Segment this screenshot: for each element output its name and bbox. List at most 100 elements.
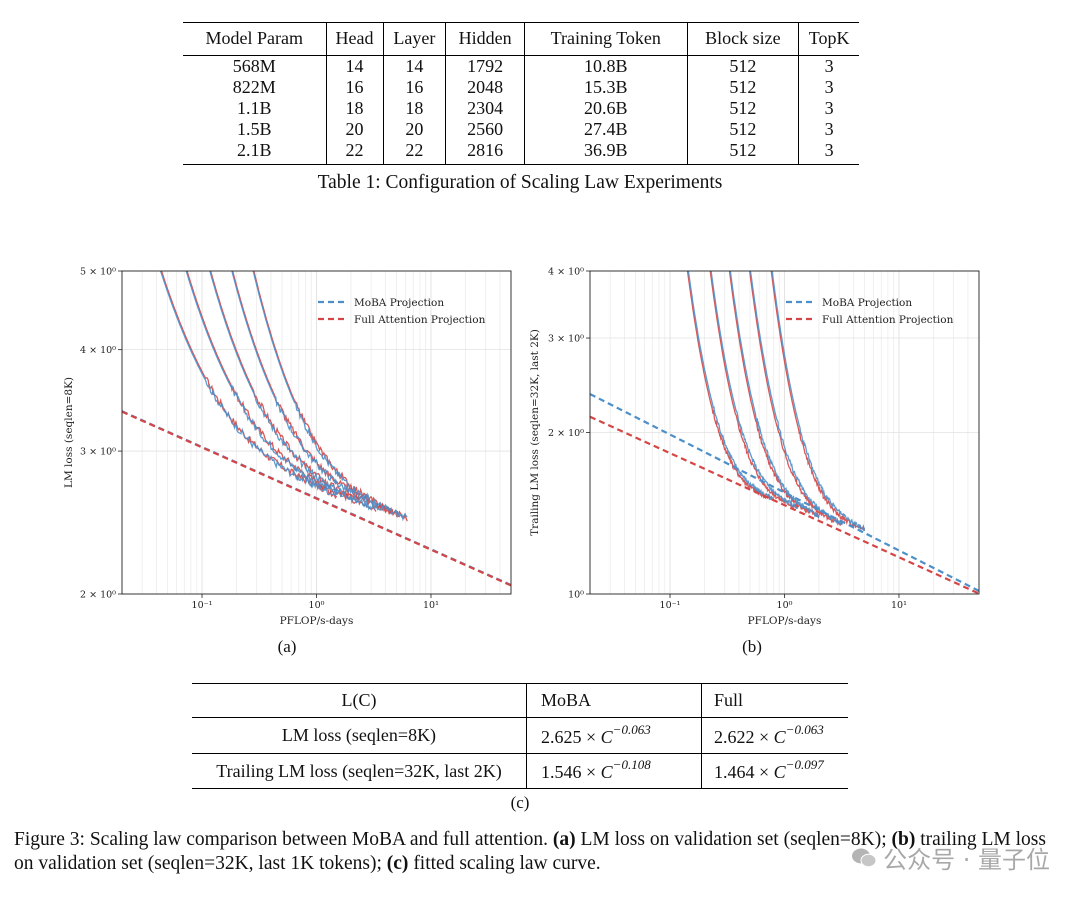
table-cell: 16 — [382, 77, 446, 98]
legend-label: Full Attention Projection — [822, 314, 954, 326]
x-gridlines — [121, 271, 512, 594]
training-curve-full-1.5B — [749, 271, 843, 526]
table-row: 1.5B 20 20 2560 27.4B 512 3 — [183, 119, 859, 140]
table-cell: 2560 — [445, 119, 525, 140]
col-header-lc: L(C) — [192, 683, 527, 718]
table-cell: 16 — [325, 77, 383, 98]
col-header: Hidden — [445, 22, 525, 56]
compute-variable: C — [773, 762, 786, 782]
moba-fit: 2.625 × C−0.063 — [526, 717, 702, 754]
exponent: −0.063 — [612, 721, 651, 737]
x-tick-label: 10⁻¹ — [660, 600, 681, 611]
times-symbol: × — [759, 726, 770, 747]
col-header: Training Token — [524, 22, 688, 56]
x-axis-label: PFLOP/s-days — [748, 615, 822, 627]
panel-label-a: (a) — [277, 637, 297, 656]
table-cell: 14 — [325, 55, 383, 77]
caption-a-mark: (a) — [552, 829, 576, 850]
x-tick-label: 10¹ — [423, 600, 439, 611]
coefficient: 2.625 — [541, 726, 582, 747]
caption-b-mark: (b) — [891, 829, 916, 850]
watermark-text: 公众号 · 量子位 — [883, 846, 1050, 874]
table-cell: 512 — [686, 140, 799, 165]
table-cell: 3 — [798, 55, 859, 77]
training-curve-moba-568M — [159, 271, 338, 498]
table-cell: 822M — [232, 77, 276, 97]
times-symbol: × — [586, 762, 597, 782]
chart-b: 10⁻¹ 10⁰ 10¹ 10⁰ 2 × 10⁰ 3 × 10⁰ 4 × 10⁰ PFLOP/… — [529, 267, 980, 627]
x-tick-label: 10⁰ — [777, 600, 793, 611]
table-cell: 2048 — [445, 77, 525, 98]
table-cell: 3 — [798, 119, 859, 140]
exponent: −0.097 — [785, 757, 824, 772]
compute-variable: C — [600, 762, 613, 782]
table-1-body: 568M 14 14 1792 10.8B 512 3 822M 16 16 2048 15.3B 51… — [183, 55, 859, 165]
moba-fit: 1.546 × C−0.108 — [526, 753, 702, 789]
table-cell: 2.1B — [183, 140, 327, 165]
panel-label-b: (b) — [742, 637, 762, 656]
x-tick-label: 10⁰ — [309, 600, 325, 611]
table-cell: 1792 — [445, 55, 525, 77]
y-tick-label: 4 × 10⁰ — [548, 267, 584, 278]
table-1-header-row: Model Param Head Layer Hidden Training T… — [183, 22, 859, 56]
table-row: 2.1B 22 22 2816 36.9B 512 3 — [183, 140, 859, 165]
coefficient: 1.464 — [714, 762, 755, 782]
full-attention-projection-line — [122, 410, 511, 587]
projection-lines — [590, 393, 979, 594]
table-cell: 512 — [686, 119, 799, 140]
row-label: Trailing LM loss (seqlen=32K, last 2K) — [192, 753, 527, 789]
legend-label: MoBA Projection — [822, 297, 912, 309]
y-tick-label: 2 × 10⁰ — [80, 590, 116, 601]
table-cell: 512 — [686, 55, 799, 77]
table-cell: 20 — [382, 119, 446, 140]
col-header: TopK — [798, 22, 859, 56]
table-1-caption: Table 1: Configuration of Scaling Law Ex… — [317, 172, 723, 193]
table-cell: 2304 — [445, 98, 525, 119]
caption-a-text: LM loss on validation set (seqlen=8K); — [575, 829, 892, 850]
legend-label: Full Attention Projection — [354, 314, 486, 326]
caption-c-mark: (c) — [386, 853, 409, 874]
table-cell: 27.4B — [524, 119, 688, 140]
full-fit: 2.622 × C−0.063 — [701, 717, 848, 754]
training-curve-moba-2.1B — [771, 271, 866, 531]
chart-a: 10⁻¹ 10⁰ 10¹ 2 × 10⁰ 3 × 10⁰ 4 × 10⁰ 5 × 10⁰ PF… — [63, 267, 512, 627]
times-symbol: × — [759, 762, 770, 782]
compute-variable: C — [773, 726, 786, 747]
projection-lines — [122, 410, 511, 587]
training-curve-moba-1.1B — [729, 271, 820, 519]
full-fit: 1.464 × C−0.097 — [701, 753, 848, 789]
table-1: Model Param Head Layer Hidden Training T… — [183, 22, 859, 165]
table-cell: 22 — [325, 140, 383, 165]
y-tick-label: 3 × 10⁰ — [80, 447, 116, 458]
panel-label-c: (c) — [510, 793, 530, 812]
col-header: Head — [325, 22, 383, 56]
exponent: −0.108 — [612, 757, 651, 772]
table-cell: 3 — [798, 140, 859, 165]
full-attention-projection-line — [590, 415, 979, 594]
table-cell: 20.6B — [524, 98, 688, 119]
x-tick-label: 10⁻¹ — [192, 600, 213, 611]
table-row: 568M 14 14 1792 10.8B 512 3 — [183, 55, 859, 77]
scaling-law-table: L(C) MoBA Full LM loss (seqlen=8K) 2.625… — [192, 683, 848, 789]
training-curve-moba-822M — [710, 271, 799, 510]
table-cell: 15.3B — [524, 77, 688, 98]
row-label: LM loss (seqlen=8K) — [192, 717, 527, 754]
table-cell: 10.8B — [524, 55, 688, 77]
training-curve-full-822M — [709, 271, 799, 509]
table-cell: 18 — [325, 98, 383, 119]
y-tick-label: 5 × 10⁰ — [80, 267, 116, 278]
times-symbol: × — [586, 726, 597, 747]
legend: MoBA Projection Full Attention Projection — [318, 297, 486, 326]
training-curve-moba-1.1B — [209, 271, 377, 512]
y-tick-label: 10⁰ — [568, 590, 584, 601]
compute-variable: C — [600, 726, 613, 747]
caption-b-text: trailing LM loss on validation set (seql… — [14, 829, 1046, 874]
training-curve-full-2.1B — [253, 271, 408, 522]
table-row: 822M 16 16 2048 15.3B 512 3 — [183, 77, 859, 98]
col-header: Block size — [686, 22, 799, 56]
table-cell: 1.5B — [237, 119, 272, 139]
table-cell: 568M — [232, 56, 276, 76]
table-cell: 3 — [798, 77, 859, 98]
watermark: 公众号 · 量子位 — [851, 840, 1050, 875]
table-cell: 512 — [686, 98, 799, 119]
